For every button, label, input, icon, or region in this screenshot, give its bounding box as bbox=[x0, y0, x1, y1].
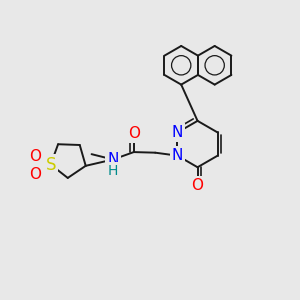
Text: O: O bbox=[29, 167, 41, 182]
Text: N: N bbox=[172, 148, 183, 163]
Text: H: H bbox=[108, 164, 118, 178]
Text: S: S bbox=[45, 156, 56, 174]
Text: O: O bbox=[29, 149, 41, 164]
Text: O: O bbox=[128, 126, 140, 141]
Text: N: N bbox=[107, 152, 119, 167]
Text: N: N bbox=[172, 125, 183, 140]
Text: O: O bbox=[192, 178, 204, 193]
